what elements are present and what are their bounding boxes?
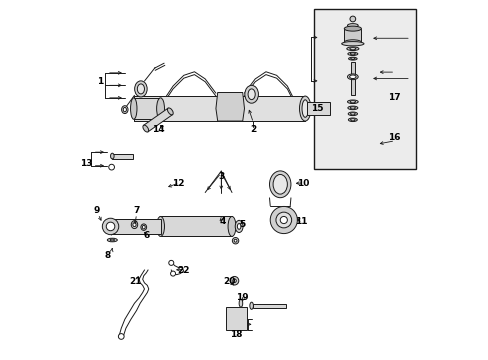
Ellipse shape — [142, 125, 148, 132]
Bar — [253, 304, 285, 307]
Ellipse shape — [349, 53, 355, 55]
Ellipse shape — [235, 220, 243, 233]
Ellipse shape — [167, 108, 173, 115]
Ellipse shape — [347, 112, 357, 116]
Ellipse shape — [239, 299, 242, 307]
Circle shape — [102, 218, 119, 235]
Text: 13: 13 — [80, 159, 93, 168]
Ellipse shape — [137, 84, 144, 94]
Ellipse shape — [131, 221, 138, 229]
Circle shape — [275, 212, 291, 228]
Bar — [313, 9, 415, 169]
Ellipse shape — [350, 113, 354, 115]
Text: 21: 21 — [129, 277, 142, 286]
Ellipse shape — [349, 107, 355, 109]
Ellipse shape — [237, 224, 241, 229]
Bar — [112, 154, 133, 158]
Text: 12: 12 — [172, 179, 184, 188]
Bar — [112, 219, 160, 234]
Bar — [134, 96, 305, 121]
Circle shape — [108, 164, 114, 170]
Ellipse shape — [269, 171, 290, 198]
Ellipse shape — [344, 40, 361, 45]
Ellipse shape — [122, 106, 128, 113]
Circle shape — [168, 260, 173, 265]
Ellipse shape — [341, 41, 363, 46]
Text: 11: 11 — [295, 217, 307, 226]
Text: 16: 16 — [387, 133, 400, 142]
Ellipse shape — [349, 48, 355, 50]
Text: 6: 6 — [143, 231, 149, 240]
Text: 19: 19 — [236, 293, 248, 302]
Circle shape — [118, 334, 124, 339]
Circle shape — [170, 271, 175, 276]
Ellipse shape — [156, 98, 164, 119]
Text: 22: 22 — [177, 266, 190, 275]
Circle shape — [106, 222, 115, 231]
Ellipse shape — [347, 100, 358, 104]
Bar — [134, 98, 160, 119]
Text: 7: 7 — [133, 206, 140, 215]
Ellipse shape — [247, 89, 255, 100]
Ellipse shape — [141, 224, 146, 230]
Ellipse shape — [142, 225, 145, 229]
Circle shape — [232, 279, 236, 283]
Bar — [344, 29, 361, 42]
Text: 15: 15 — [311, 104, 324, 113]
Ellipse shape — [346, 47, 358, 50]
Bar — [306, 102, 329, 115]
Text: 2: 2 — [250, 126, 256, 135]
Polygon shape — [216, 93, 244, 121]
Text: 17: 17 — [387, 93, 400, 102]
Ellipse shape — [349, 101, 355, 103]
Ellipse shape — [347, 24, 358, 27]
Ellipse shape — [130, 98, 137, 119]
Ellipse shape — [347, 106, 357, 110]
Ellipse shape — [347, 74, 358, 80]
Ellipse shape — [244, 85, 258, 103]
Ellipse shape — [302, 100, 308, 117]
Ellipse shape — [133, 223, 136, 226]
Ellipse shape — [234, 239, 237, 242]
Ellipse shape — [350, 119, 354, 121]
Text: 8: 8 — [105, 251, 111, 260]
Circle shape — [349, 16, 355, 22]
Ellipse shape — [347, 118, 357, 122]
Text: 4: 4 — [219, 217, 225, 226]
Ellipse shape — [227, 216, 235, 237]
Text: 20: 20 — [223, 277, 235, 286]
Ellipse shape — [123, 108, 126, 112]
Text: 5: 5 — [239, 220, 245, 229]
Text: 10: 10 — [297, 179, 309, 188]
Polygon shape — [143, 108, 172, 132]
Ellipse shape — [350, 58, 354, 59]
Ellipse shape — [232, 238, 238, 244]
Ellipse shape — [156, 216, 164, 237]
Ellipse shape — [347, 52, 357, 55]
Ellipse shape — [134, 81, 147, 97]
Circle shape — [230, 276, 238, 285]
Text: 14: 14 — [152, 126, 165, 135]
Ellipse shape — [107, 238, 117, 242]
Ellipse shape — [348, 57, 356, 60]
Text: 3: 3 — [218, 172, 224, 181]
Ellipse shape — [249, 302, 253, 309]
Ellipse shape — [110, 239, 114, 241]
Ellipse shape — [299, 96, 310, 121]
Text: 18: 18 — [230, 330, 243, 339]
Ellipse shape — [344, 26, 361, 31]
Bar — [350, 62, 354, 95]
Text: 1: 1 — [97, 77, 103, 86]
Circle shape — [280, 216, 287, 224]
Ellipse shape — [110, 153, 114, 159]
Bar — [225, 307, 247, 330]
Ellipse shape — [272, 175, 287, 194]
Ellipse shape — [349, 75, 355, 78]
Bar — [160, 216, 231, 237]
Text: 9: 9 — [93, 206, 99, 215]
Circle shape — [270, 206, 297, 234]
